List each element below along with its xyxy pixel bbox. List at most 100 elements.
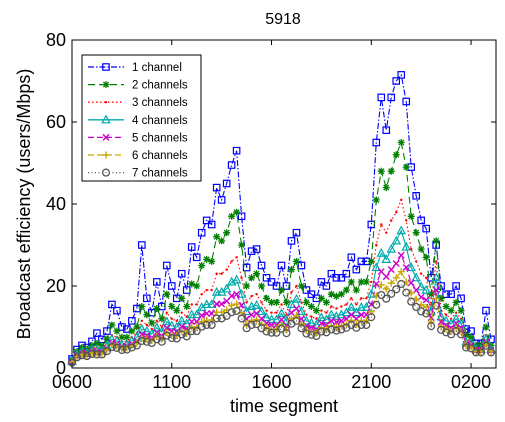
data-point (260, 301, 263, 304)
data-point (208, 257, 216, 265)
data-point (377, 167, 385, 175)
data-point (287, 266, 295, 274)
data-point (427, 322, 436, 331)
data-point (456, 318, 466, 328)
data-point (142, 337, 151, 346)
data-point (133, 323, 141, 331)
data-point (447, 290, 455, 299)
data-point (400, 198, 403, 202)
data-point (307, 330, 316, 339)
legend-marker (101, 168, 111, 177)
data-point (297, 261, 306, 270)
y-tick-label: 60 (46, 112, 66, 132)
data-point (93, 339, 101, 347)
data-point (215, 272, 218, 275)
data-point (417, 216, 425, 225)
data-point (132, 341, 141, 350)
data-point (382, 294, 391, 303)
data-point (182, 332, 191, 341)
legend-label: 6 channels (132, 150, 188, 162)
data-point (228, 292, 236, 300)
data-point (292, 257, 300, 265)
data-point (306, 317, 317, 327)
data-point (171, 321, 182, 331)
data-point (317, 319, 325, 327)
data-point (345, 303, 348, 306)
data-point (248, 316, 256, 324)
data-point (322, 298, 330, 306)
data-point (407, 212, 415, 220)
data-point (372, 292, 380, 300)
data-point (243, 320, 251, 328)
x-tick-label: 1100 (152, 372, 191, 392)
data-point (444, 313, 448, 316)
data-point (153, 278, 161, 286)
data-point (467, 333, 475, 341)
legend-label: 7 channels (132, 168, 188, 180)
data-point (422, 253, 430, 261)
data-point (386, 243, 397, 253)
data-point (412, 229, 420, 237)
axis-ticks: 0600 1100 1600 2100 0200 0 20 40 60 80 (46, 30, 496, 392)
data-point (432, 301, 441, 310)
data-point (337, 325, 346, 334)
data-point (356, 302, 367, 311)
data-point (442, 303, 450, 310)
series-1 (68, 71, 495, 363)
data-point (382, 126, 391, 135)
data-point (327, 317, 335, 325)
data-point (457, 294, 465, 303)
data-point (321, 314, 332, 324)
data-point (200, 293, 203, 296)
data-point (153, 305, 161, 313)
data-point (117, 345, 126, 355)
data-point (156, 326, 167, 336)
legend-marker (102, 151, 110, 159)
data-point (347, 278, 355, 286)
data-point (366, 288, 377, 298)
data-point (227, 161, 236, 169)
data-point (452, 282, 460, 290)
data-point (190, 303, 193, 306)
legend-marker (101, 114, 111, 124)
data-point (320, 309, 323, 312)
legend-entry: 7 channels (88, 168, 188, 180)
data-point (367, 313, 376, 322)
data-point (167, 334, 176, 343)
data-point (168, 303, 176, 310)
data-point (297, 320, 305, 328)
data-point (412, 192, 420, 200)
data-point (382, 184, 390, 192)
data-point (138, 303, 146, 310)
data-point (362, 278, 370, 286)
data-point (177, 330, 186, 339)
y-tick-label: 20 (46, 276, 66, 296)
data-point (143, 294, 151, 303)
data-point (137, 336, 146, 345)
data-point (462, 331, 470, 339)
legend-box (81, 54, 202, 182)
data-point (441, 315, 451, 325)
data-point (238, 301, 246, 309)
data-point (347, 253, 356, 262)
data-point (297, 282, 305, 290)
data-point (233, 290, 241, 298)
data-point (434, 260, 438, 263)
data-point (123, 333, 131, 341)
data-point (238, 241, 246, 249)
data-point (481, 341, 491, 350)
data-point (247, 247, 256, 255)
data-point (332, 318, 340, 326)
data-point (302, 298, 310, 306)
data-point (387, 289, 396, 298)
data-point (143, 311, 151, 319)
data-point (291, 293, 302, 303)
data-point (228, 212, 236, 220)
data-point (241, 306, 252, 316)
data-point (273, 298, 281, 306)
data-point (437, 294, 445, 302)
legend-marker (102, 133, 110, 141)
data-point (192, 327, 201, 336)
data-point (352, 286, 360, 294)
